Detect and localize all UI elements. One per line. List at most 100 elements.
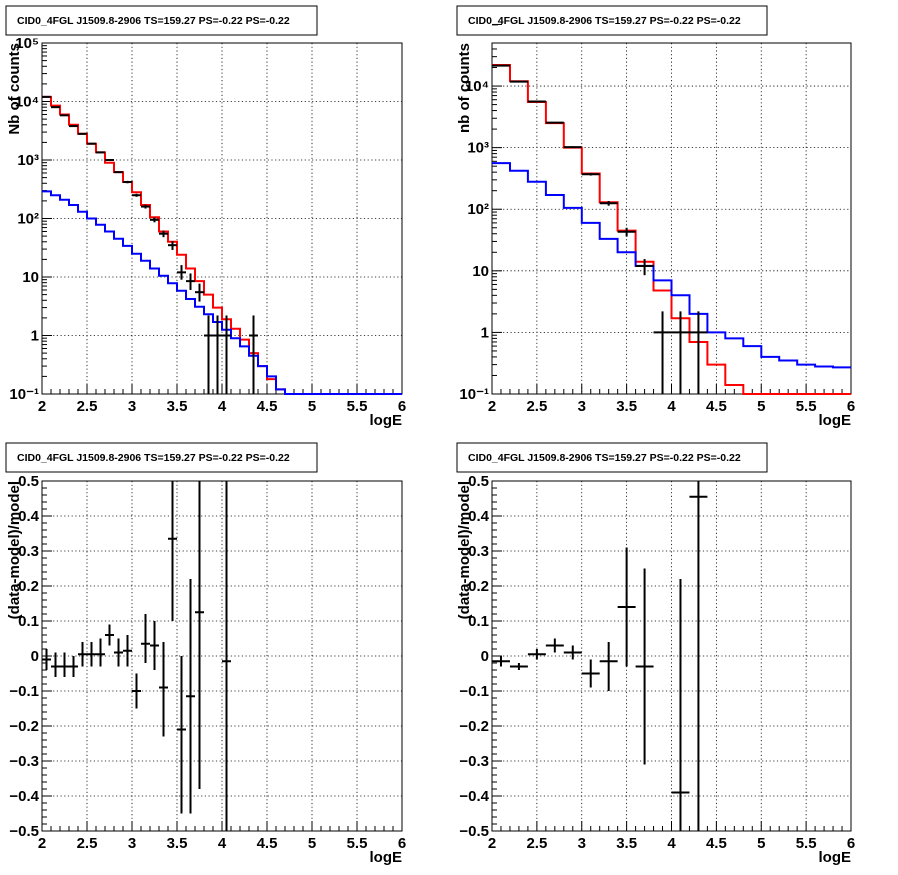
series-step-line-1 xyxy=(42,95,402,395)
data-point xyxy=(222,481,231,831)
data-point xyxy=(563,645,582,660)
y-tick-label: 1 xyxy=(31,328,39,345)
data-point xyxy=(42,95,51,98)
ticks xyxy=(491,23,852,395)
y-tick-label: −0.4 xyxy=(9,788,39,805)
x-tick-label: 4.5 xyxy=(257,835,278,852)
chart-panel-4: CID0_4FGL J1509.8-2906 TS=159.27 PS=-0.2… xyxy=(456,442,855,866)
data-point xyxy=(527,100,546,103)
y-tick-label: −0.4 xyxy=(459,788,489,805)
data-point xyxy=(96,638,105,667)
x-tick-label: 2 xyxy=(38,398,46,415)
y-tick-label: −0.1 xyxy=(9,683,39,700)
x-tick-label: 6 xyxy=(847,835,855,852)
x-tick-label: 5.5 xyxy=(347,835,368,852)
data-point xyxy=(689,481,708,831)
data-point xyxy=(177,265,186,280)
y-tick-label: 10³ xyxy=(467,140,489,157)
y-tick-label: 0.3 xyxy=(18,543,39,560)
data-point xyxy=(492,656,510,667)
grid xyxy=(492,481,851,831)
chart-title-box: CID0_4FGL J1509.8-2906 TS=159.27 PS=-0.2… xyxy=(5,442,318,473)
x-tick-label: 3.5 xyxy=(167,835,188,852)
title-frame xyxy=(456,5,768,36)
x-tick-label: 4 xyxy=(667,398,676,415)
data-point xyxy=(150,621,159,670)
data-point xyxy=(509,663,528,670)
y-tick-label: −0.3 xyxy=(459,753,489,770)
x-tick-label: 3 xyxy=(128,398,136,415)
series-step-line-2 xyxy=(42,190,402,395)
data-point xyxy=(635,568,654,765)
data-point xyxy=(123,635,132,667)
data-point xyxy=(60,652,69,677)
data-point xyxy=(599,201,618,206)
y-tick-label: 10⁴ xyxy=(15,94,39,111)
x-tick-label: 3.5 xyxy=(616,835,637,852)
data-point xyxy=(581,659,600,688)
x-tick-label: 5 xyxy=(757,835,765,852)
grid xyxy=(42,481,402,831)
x-tick-label: 6 xyxy=(398,835,406,852)
grid xyxy=(492,43,851,394)
data-point xyxy=(617,227,636,237)
data-point xyxy=(60,114,69,117)
data-point xyxy=(159,642,168,737)
x-tick-label: 4.5 xyxy=(257,398,278,415)
x-tick-label: 4 xyxy=(218,835,227,852)
chart-panel-3: CID0_4FGL J1509.8-2906 TS=159.27 PS=-0.2… xyxy=(5,442,406,866)
x-axis-label: logE xyxy=(819,412,852,429)
y-tick-label: −0.5 xyxy=(9,823,39,840)
x-tick-label: 5.5 xyxy=(796,835,817,852)
data-point xyxy=(78,642,87,667)
data-point xyxy=(617,547,636,667)
x-axis-label: logE xyxy=(370,849,403,866)
y-tick-label: 0.5 xyxy=(18,473,39,490)
chart-title: CID0_4FGL J1509.8-2906 TS=159.27 PS=-0.2… xyxy=(468,15,741,27)
x-tick-label: 4.5 xyxy=(706,398,727,415)
y-tick-label: 0 xyxy=(481,648,489,665)
y-tick-label: 10⁻¹ xyxy=(9,386,39,403)
data-point xyxy=(51,106,60,109)
data-point xyxy=(599,642,618,691)
y-tick-label: −0.5 xyxy=(459,823,489,840)
x-tick-label: 4 xyxy=(667,835,676,852)
data-point xyxy=(114,171,123,174)
data-point xyxy=(114,638,123,667)
x-axis-label: logE xyxy=(370,412,403,429)
y-tick-label: 10² xyxy=(467,201,489,218)
chart-title-box: CID0_4FGL J1509.8-2906 TS=159.27 PS=-0.2… xyxy=(456,5,768,36)
data-point xyxy=(635,259,654,276)
data-point xyxy=(150,217,159,223)
data-point xyxy=(249,315,258,394)
y-tick-label: 10² xyxy=(17,211,39,228)
data-point xyxy=(222,315,231,394)
series-step-line-1 xyxy=(492,64,851,395)
data-point xyxy=(123,180,132,184)
y-tick-label: 0.4 xyxy=(18,508,40,525)
x-tick-label: 5.5 xyxy=(347,398,368,415)
x-tick-label: 2 xyxy=(38,835,46,852)
data-point xyxy=(132,673,141,709)
data-point xyxy=(69,656,78,677)
data-point xyxy=(653,311,672,394)
x-tick-label: 6 xyxy=(398,398,406,415)
x-tick-label: 3 xyxy=(578,398,586,415)
y-tick-label: 0.4 xyxy=(468,508,490,525)
y-tick-label: 0.2 xyxy=(468,578,489,595)
chart-title: CID0_4FGL J1509.8-2906 TS=159.27 PS=-0.2… xyxy=(17,15,290,27)
data-point xyxy=(177,656,186,814)
x-tick-label: 2.5 xyxy=(77,835,98,852)
y-tick-label: 10³ xyxy=(17,152,39,169)
y-tick-label: 0 xyxy=(31,648,39,665)
data-point xyxy=(141,204,150,209)
data-point xyxy=(545,638,564,653)
x-tick-label: 5.5 xyxy=(796,398,817,415)
data-point xyxy=(563,146,582,149)
x-tick-label: 6 xyxy=(847,398,855,415)
chart-panel-2: CID0_4FGL J1509.8-2906 TS=159.27 PS=-0.2… xyxy=(456,5,855,429)
x-tick-label: 5 xyxy=(308,398,316,415)
title-frame xyxy=(5,5,318,36)
x-tick-label: 2.5 xyxy=(77,398,98,415)
